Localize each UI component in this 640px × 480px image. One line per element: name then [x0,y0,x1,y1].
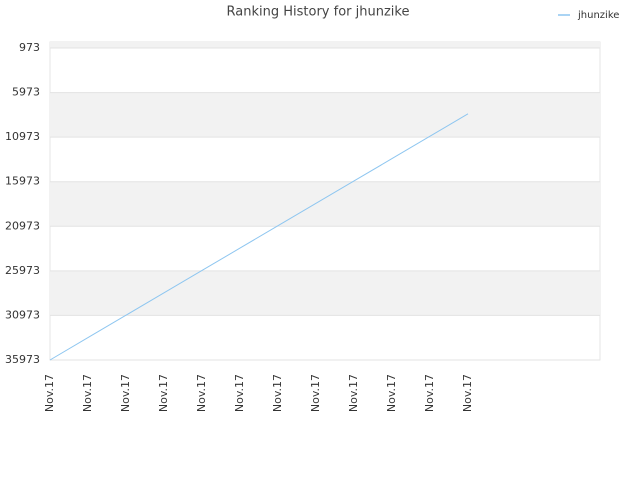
x-tick-label: Nov.17 [461,374,474,412]
x-tick-label: Nov.17 [271,374,284,412]
grid-band [50,181,600,227]
y-tick-label: 30973 [5,308,40,321]
grid-band [50,42,600,48]
x-tick-label: Nov.17 [157,374,170,412]
y-tick-label: 5973 [12,86,40,99]
x-tick-label: Nov.17 [309,374,322,412]
x-tick-label: Nov.17 [233,374,246,412]
y-tick-label: 10973 [5,130,40,143]
x-tick-label: Nov.17 [195,374,208,412]
grid-band [50,270,600,316]
grid-band [50,92,600,138]
y-tick-label: 35973 [5,353,40,366]
y-tick-label: 25973 [5,264,40,277]
x-tick-label: Nov.17 [43,374,56,412]
line-series [49,113,469,361]
chart-title: Ranking History for jhunzike [227,5,410,20]
x-tick-label: Nov.17 [119,374,132,412]
x-tick-label: Nov.17 [423,374,436,412]
y-tick-label: 20973 [5,219,40,232]
x-tick-label: Nov.17 [385,374,398,412]
x-tick-label: Nov.17 [81,374,94,412]
y-tick-label: 15973 [5,175,40,188]
y-tick-label: 973 [19,41,40,54]
legend-label: jhunzike [577,10,619,21]
x-tick-label: Nov.17 [347,374,360,412]
